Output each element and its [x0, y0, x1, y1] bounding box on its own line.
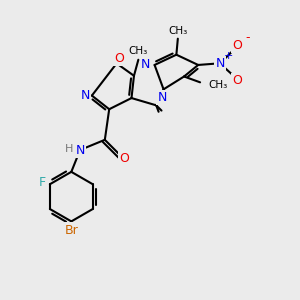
Text: O: O [119, 152, 129, 165]
Text: N: N [81, 89, 90, 102]
Text: O: O [115, 52, 124, 64]
Text: +: + [224, 51, 233, 61]
Text: -: - [245, 31, 250, 44]
Text: N: N [158, 91, 167, 104]
Text: F: F [39, 176, 46, 189]
Text: Br: Br [64, 224, 78, 237]
Text: CH₃: CH₃ [129, 46, 148, 56]
Text: CH₃: CH₃ [168, 26, 188, 35]
Text: N: N [215, 57, 225, 70]
Text: O: O [232, 39, 242, 52]
Text: H: H [65, 143, 73, 154]
Text: N: N [141, 58, 151, 71]
Text: CH₃: CH₃ [209, 80, 228, 90]
Text: N: N [75, 143, 85, 157]
Text: O: O [232, 74, 242, 87]
